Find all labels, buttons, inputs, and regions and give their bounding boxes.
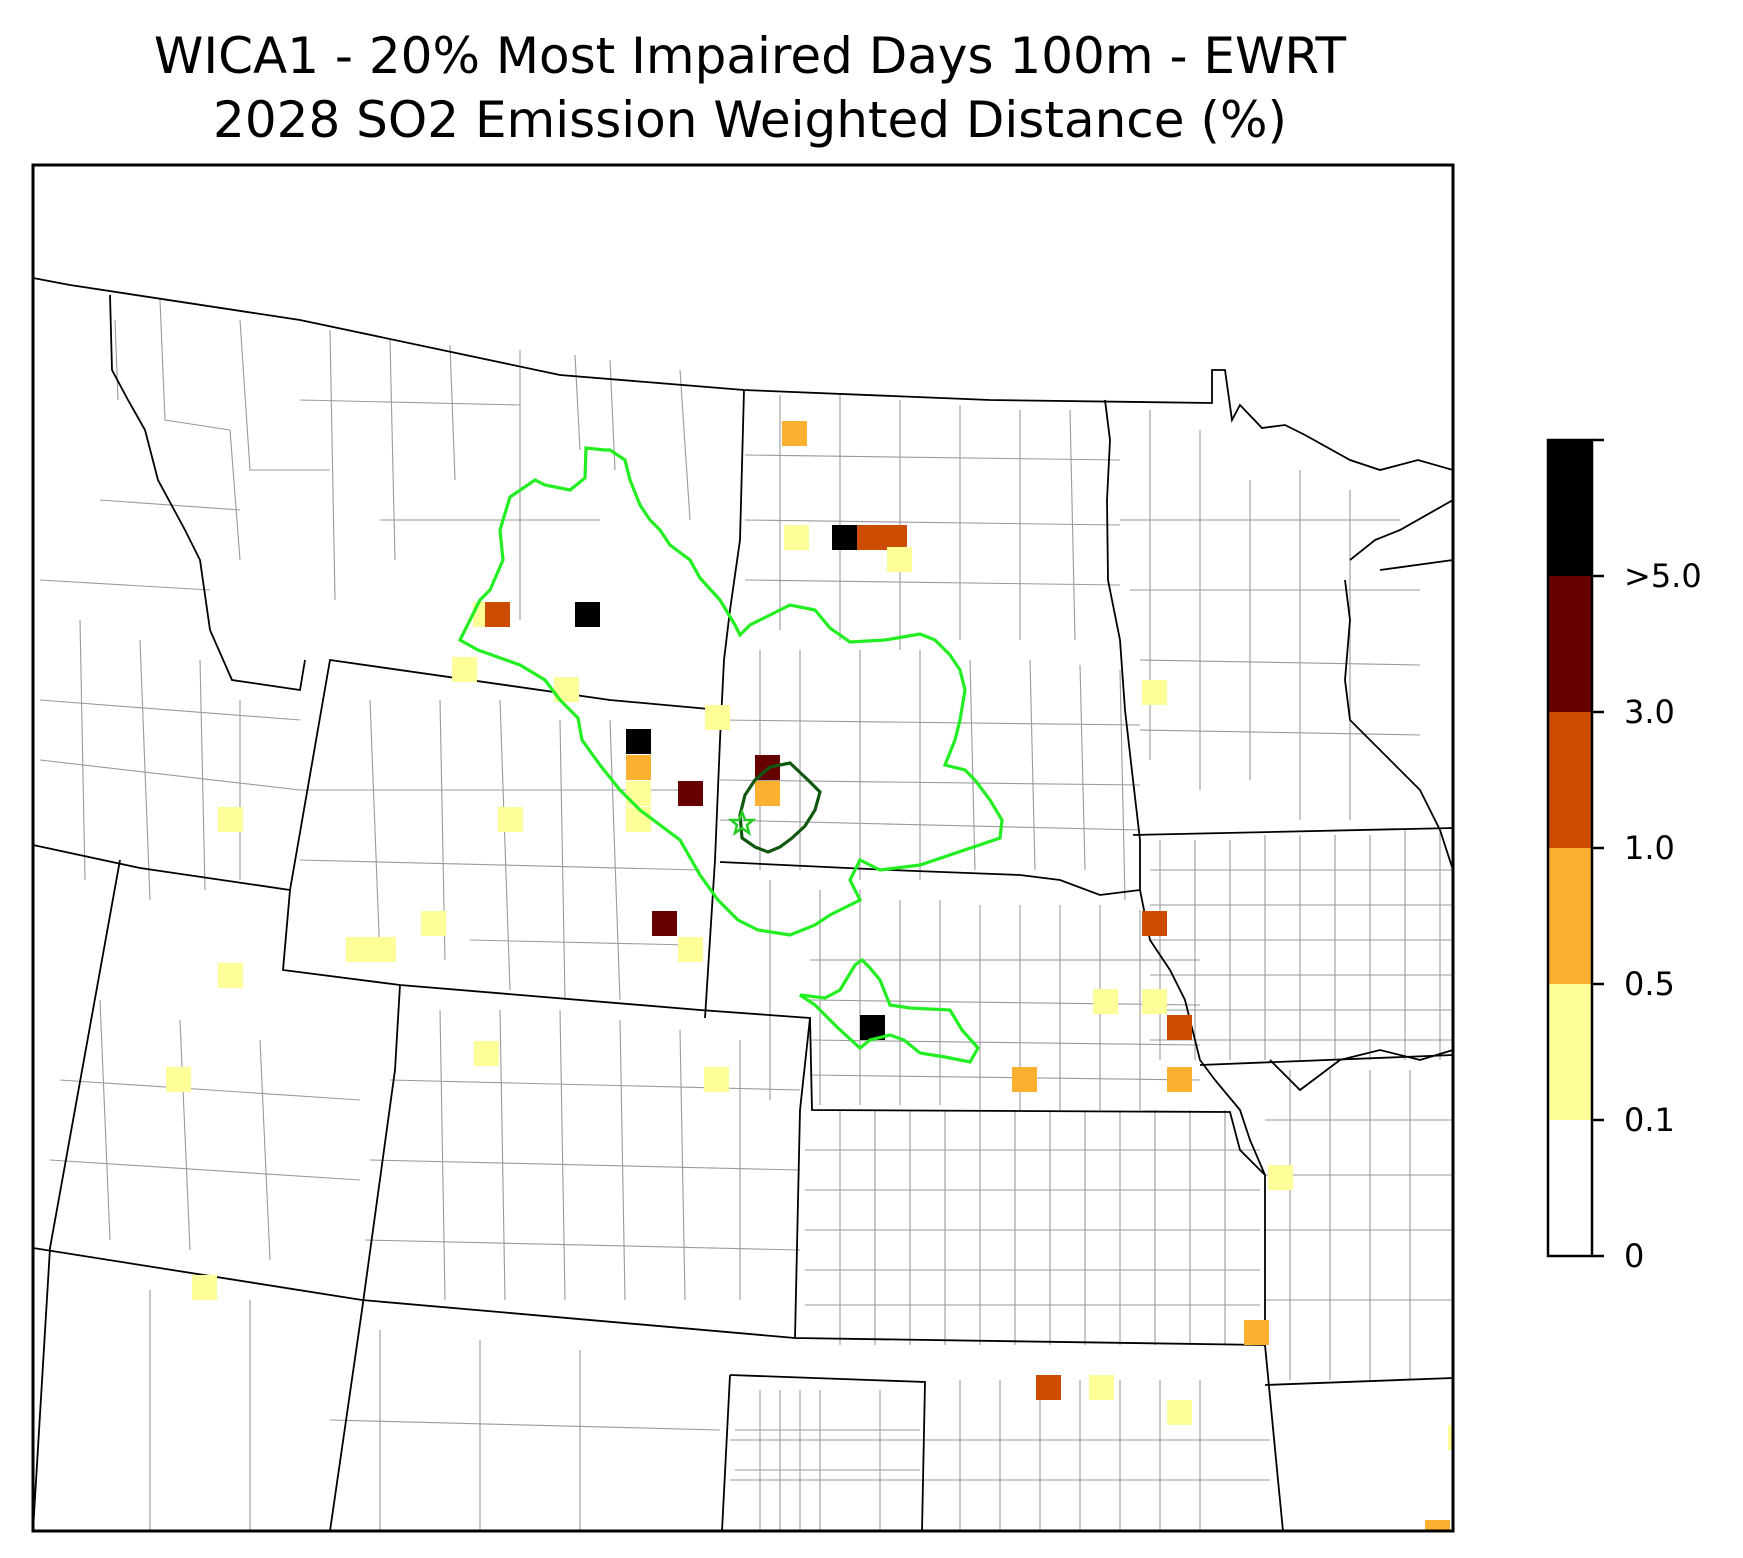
emission-cell	[626, 755, 651, 780]
emission-cell	[678, 937, 703, 962]
emission-cell	[782, 421, 807, 446]
emission-cell	[626, 729, 651, 754]
colorbar-bin-4	[1548, 576, 1592, 712]
emission-cell	[1268, 1165, 1293, 1190]
emission-cell	[218, 807, 243, 832]
contour-outer	[457, 446, 1004, 937]
emission-cell	[192, 1275, 217, 1300]
emission-cell	[1448, 1425, 1453, 1450]
map-area	[33, 277, 1453, 1531]
emission-cell	[887, 547, 912, 572]
emission-cell	[1093, 989, 1118, 1014]
colorbar-label-4: 3.0	[1624, 693, 1675, 731]
colorbar-label-5: >5.0	[1624, 557, 1702, 595]
emission-cell	[575, 602, 600, 627]
emission-cell	[832, 525, 857, 550]
emission-cell	[1089, 1375, 1114, 1400]
emission-cell	[421, 911, 446, 936]
emission-cell	[1142, 680, 1167, 705]
colorbar-label-3: 1.0	[1624, 829, 1675, 867]
emission-cell	[498, 807, 523, 832]
colorbar-label-2: 0.5	[1624, 965, 1675, 1003]
emission-cell	[452, 657, 477, 682]
emission-cell	[1244, 1320, 1269, 1345]
emission-cell	[1425, 1520, 1450, 1531]
star-icon	[727, 808, 757, 836]
contour-inner	[738, 761, 822, 854]
state-borders	[33, 277, 1453, 1531]
colorbar-bin-3	[1548, 712, 1592, 848]
emission-cell	[474, 1041, 499, 1066]
colorbar-bin-5	[1548, 440, 1592, 576]
emission-cell	[1167, 1400, 1192, 1425]
emission-cell	[678, 781, 703, 806]
emission-cell	[1012, 1067, 1037, 1092]
colorbar-bin-0	[1548, 1120, 1592, 1256]
colorbar-bin-1	[1548, 984, 1592, 1120]
emission-cell	[1142, 911, 1167, 936]
colorbar-label-1: 0.1	[1624, 1101, 1675, 1139]
map-title-line2: 2028 SO2 Emission Weighted Distance (%)	[213, 91, 1287, 149]
emission-cell	[346, 937, 396, 962]
emission-cells	[166, 421, 1453, 1531]
colorbar-label-0: 0	[1624, 1237, 1645, 1275]
emission-cell	[485, 602, 510, 627]
map-title-line1: WICA1 - 20% Most Impaired Days 100m - EW…	[153, 27, 1347, 85]
emission-cell	[1167, 1015, 1192, 1040]
emission-cell	[626, 807, 651, 832]
emission-cell	[218, 963, 243, 988]
emission-cell	[1167, 1067, 1192, 1092]
emission-cell	[1036, 1375, 1061, 1400]
emission-cell	[704, 1067, 729, 1092]
emission-cell	[784, 525, 809, 550]
colorbar-ticks	[1592, 438, 1604, 1258]
emission-cell	[705, 705, 730, 730]
emission-cell	[857, 525, 907, 550]
colorbar-bin-2	[1548, 848, 1592, 984]
emission-cell	[755, 781, 780, 806]
emission-cell	[652, 911, 677, 936]
contour-lower	[799, 957, 980, 1064]
county-borders	[39, 299, 1453, 1531]
colorbar	[1546, 438, 1604, 1258]
map-frame	[31, 163, 1455, 1533]
emission-cell	[1142, 989, 1167, 1014]
emission-cell	[166, 1067, 191, 1092]
emission-cell	[626, 781, 651, 806]
